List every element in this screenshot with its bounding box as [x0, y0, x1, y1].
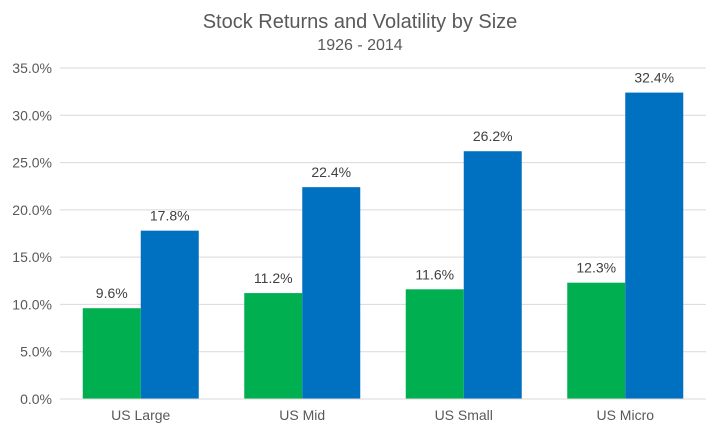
data-label: 11.6% [415, 266, 454, 282]
y-tick-label: 20.0% [12, 202, 52, 218]
y-tick-label: 15.0% [12, 249, 52, 265]
x-tick-label: US Small [435, 407, 493, 423]
bar [244, 293, 303, 399]
bar [625, 92, 684, 400]
data-label: 22.4% [311, 164, 351, 180]
data-label: 9.6% [96, 285, 128, 301]
bars [82, 92, 684, 400]
x-tick-label: US Mid [279, 407, 325, 423]
bar [405, 289, 464, 399]
data-label: 17.8% [150, 208, 190, 224]
x-tick-label: US Micro [596, 407, 654, 423]
y-tick-label: 25.0% [12, 155, 52, 171]
x-axis-tick-labels: US Large US Mid US Small US Micro [111, 407, 654, 423]
bar [567, 282, 626, 399]
y-tick-label: 5.0% [20, 344, 52, 360]
y-tick-label: 35.0% [12, 60, 52, 76]
data-label: 26.2% [473, 128, 513, 144]
chart-subtitle: 1926 - 2014 [317, 37, 403, 54]
x-tick-label: US Large [111, 407, 170, 423]
y-tick-label: 0.0% [20, 391, 52, 407]
data-labels: 9.6% 17.8% 11.2% 22.4% 11.6% 26.2% 12.3% 32.4% [96, 70, 674, 302]
bar [463, 151, 522, 399]
bar [302, 187, 361, 399]
data-label: 12.3% [576, 260, 616, 276]
bar [82, 308, 141, 399]
chart-title: Stock Returns and Volatility by Size [203, 11, 518, 33]
data-label: 32.4% [634, 70, 674, 86]
y-axis-tick-labels: 0.0% 5.0% 10.0% 15.0% 20.0% 25.0% 30.0% 35.0% [12, 60, 52, 407]
y-tick-label: 10.0% [12, 296, 52, 312]
bar [140, 230, 199, 399]
data-label: 11.2% [254, 270, 293, 286]
y-tick-label: 30.0% [12, 107, 52, 123]
